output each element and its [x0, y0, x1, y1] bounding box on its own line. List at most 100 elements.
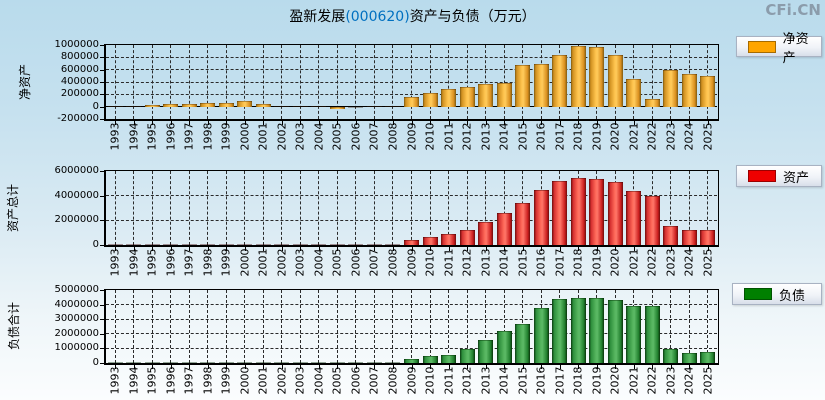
x-axis-tick	[207, 365, 209, 369]
x-axis-tick	[467, 365, 469, 369]
x-axis-tick	[226, 365, 228, 369]
x-axis-tick	[244, 121, 246, 125]
bar-total-assets-2006	[348, 244, 364, 245]
bar-net-assets-2005	[329, 106, 345, 110]
y-axis-tick	[100, 363, 104, 364]
x-tick-label-2007: 2007	[367, 366, 381, 395]
legend-swatch-net-assets	[748, 40, 776, 53]
v-gridline	[207, 171, 209, 245]
bar-total-assets-2013	[478, 221, 494, 245]
x-tick-label-2018: 2018	[571, 122, 585, 151]
y-axis-tick	[100, 319, 104, 321]
v-gridline	[318, 45, 320, 119]
y-tick-label: 800000	[60, 51, 99, 63]
bar-total-liabilities-2003	[292, 362, 308, 363]
x-axis-tick	[430, 365, 431, 369]
x-axis-tick	[485, 121, 487, 125]
v-gridline	[651, 45, 653, 119]
x-tick-label-2016: 2016	[534, 122, 548, 151]
x-axis-tick	[670, 121, 672, 125]
y-tick-label: 600000	[60, 63, 99, 75]
x-axis-tick	[504, 247, 506, 251]
bar-total-liabilities-2009	[404, 359, 419, 363]
legend-liabilities: 负债	[732, 283, 822, 305]
v-gridline	[244, 45, 246, 119]
y-axis-tick	[100, 220, 104, 222]
bar-total-assets-2011	[441, 234, 457, 245]
bar-total-assets-1997	[181, 244, 197, 245]
x-axis-tick	[133, 365, 135, 369]
x-axis-tick	[170, 247, 172, 251]
x-tick-label-2008: 2008	[386, 248, 400, 277]
x-tick-label-2024: 2024	[682, 122, 696, 151]
v-gridline	[373, 171, 375, 245]
bar-total-liabilities-2006	[348, 362, 364, 363]
x-tick-label-2007: 2007	[367, 122, 381, 151]
x-axis-tick	[133, 121, 135, 125]
x-axis-tick	[281, 365, 283, 369]
x-tick-label-2005: 2005	[330, 122, 344, 151]
plot-frame-net-assets	[104, 44, 719, 121]
bar-net-assets-2022	[644, 99, 660, 107]
v-gridline	[225, 290, 227, 363]
x-tick-label-2003: 2003	[293, 366, 307, 395]
x-tick-label-2008: 2008	[386, 122, 400, 151]
bar-net-assets-2001	[255, 104, 271, 107]
x-tick-label-1998: 1998	[201, 122, 215, 151]
bar-net-assets-2004	[311, 105, 327, 107]
bar-net-assets-2024	[681, 73, 697, 107]
v-gridline	[336, 290, 338, 363]
x-axis-tick	[189, 365, 191, 369]
bar-total-liabilities-2018	[570, 298, 586, 363]
x-axis-tick	[541, 365, 543, 369]
x-axis-tick	[485, 365, 487, 369]
x-tick-label-2009: 2009	[405, 248, 418, 277]
bar-net-assets-2012	[459, 87, 475, 107]
x-tick-label-1995: 1995	[145, 122, 159, 151]
v-gridline	[281, 171, 283, 245]
x-axis-tick	[337, 247, 339, 251]
v-gridline	[355, 45, 357, 119]
x-axis-tick	[485, 247, 487, 251]
x-axis-tick	[689, 247, 691, 251]
v-gridline	[503, 171, 505, 245]
x-axis-tick	[707, 247, 709, 251]
bar-total-assets-2001	[255, 243, 271, 245]
x-tick-label-2016: 2016	[534, 366, 548, 395]
v-gridline	[170, 45, 172, 119]
x-axis-tick	[300, 247, 302, 251]
title-suffix: 资产与负债（万元）	[409, 9, 536, 25]
bar-total-assets-2022	[644, 195, 660, 245]
title-company: 盈新发展	[289, 9, 346, 25]
bar-total-assets-2000	[237, 243, 253, 245]
x-tick-label-2021: 2021	[627, 122, 641, 151]
plot-frame-total-liabilities	[104, 289, 719, 365]
x-tick-label-2013: 2013	[479, 366, 493, 395]
bar-total-assets-2004	[311, 244, 327, 245]
bar-total-assets-2007	[366, 244, 382, 245]
x-axis-tick	[226, 247, 228, 251]
y-axis-tick	[100, 171, 104, 172]
bar-total-liabilities-2024	[681, 352, 697, 363]
x-axis-tick	[411, 121, 413, 125]
x-axis-tick	[226, 121, 228, 125]
x-tick-label-2011: 2011	[442, 248, 456, 277]
bar-total-liabilities-2012	[459, 349, 475, 363]
title-stock-code: (000620)	[345, 9, 410, 25]
bar-total-liabilities-2023	[663, 348, 679, 363]
v-gridline	[670, 171, 672, 245]
x-tick-label-1993: 1993	[108, 366, 122, 395]
v-gridline	[392, 171, 394, 245]
x-tick-label-2022: 2022	[645, 366, 659, 395]
bar-total-liabilities-2007	[366, 362, 382, 363]
x-axis-tick	[355, 365, 357, 369]
x-tick-label-2002: 2002	[275, 366, 289, 395]
v-gridline	[114, 171, 116, 245]
x-axis-tick	[559, 247, 561, 251]
x-tick-label-2003: 2003	[293, 122, 307, 151]
x-axis-tick	[596, 247, 598, 251]
x-tick-label-2012: 2012	[460, 248, 474, 277]
legend-swatch-assets	[748, 170, 776, 182]
v-gridline	[170, 290, 172, 363]
bar-total-liabilities-2025	[700, 351, 716, 363]
